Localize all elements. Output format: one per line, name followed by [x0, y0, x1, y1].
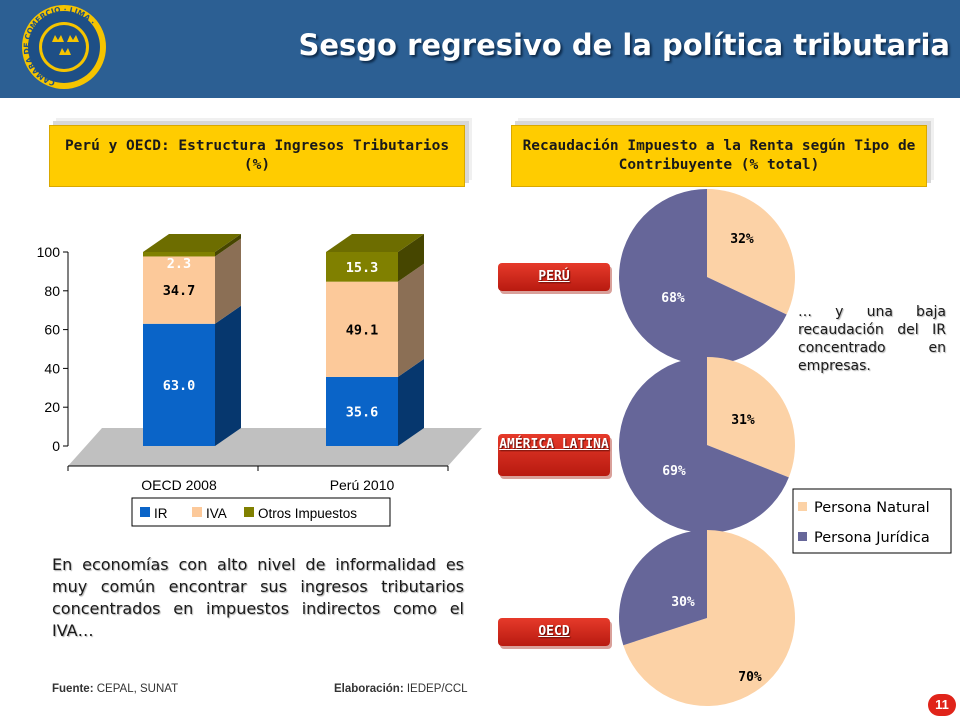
pie-slice-persona-jurídica [619, 357, 789, 533]
bar-ir-front [143, 323, 215, 446]
legend-swatch [244, 507, 254, 517]
elaboration-value: IEDEP/CCL [406, 683, 468, 695]
y-tick-label: 40 [44, 360, 60, 376]
bar-otros-impuestos-side [398, 234, 424, 282]
data-label: 15.3 [346, 260, 379, 276]
pie-legend: Persona Natural Persona Jurídica [792, 488, 952, 554]
bar-chart-title: Perú y OECD: Estructura Ingresos Tributa… [49, 125, 465, 187]
x-tick-label: OECD 2008 [141, 477, 217, 493]
pie-legend-swatch [798, 502, 807, 511]
y-tick-label: 80 [44, 283, 60, 299]
bar-otros-impuestos-front [326, 252, 398, 282]
pie-legend-label: Persona Jurídica [814, 530, 930, 546]
source-note: Fuente: CEPAL, SUNAT [52, 683, 178, 695]
main-note: En economías con alto nivel de informali… [52, 555, 464, 640]
slide-header: CAMARA DE COMERCIO · LIMA · Sesgo regres… [0, 0, 960, 98]
pie-data-label: 30% [671, 595, 695, 610]
bar-legend: IR IVA Otros Impuestos [131, 497, 391, 527]
aside-note: … y una baja recaudación del IR concentr… [798, 304, 946, 374]
pie-data-label: 32% [730, 232, 754, 247]
pie-slice-persona-natural [707, 357, 795, 478]
pie-chart-title: Recaudación Impuesto a la Renta según Ti… [511, 125, 927, 187]
source-label: Fuente: [52, 683, 94, 695]
legend-label: Otros Impuestos [258, 506, 357, 521]
crowns-icon [52, 35, 79, 55]
bar-ir-side [398, 358, 424, 446]
elaboration-label: Elaboración: [334, 683, 404, 695]
legend-frame [131, 497, 391, 527]
legend-label: IR [154, 506, 168, 521]
pie-charts: 32% 68% 31% 69% 70% 30% [619, 189, 795, 706]
page-title: Sesgo regresivo de la política tributari… [298, 28, 950, 62]
y-tick-label: 60 [44, 322, 60, 338]
pie-legend-label: Persona Natural [814, 500, 930, 516]
pie-slice-persona-natural [707, 189, 795, 315]
bar-iva-side [398, 263, 424, 377]
pie-slice-persona-natural [623, 530, 795, 706]
data-label: 35.6 [346, 404, 379, 420]
data-label: 49.1 [346, 322, 379, 338]
bar-ir-side [215, 305, 241, 446]
region-tag-america-latina: AMÉRICA LATINA [498, 434, 610, 476]
y-tick-label: 0 [52, 438, 60, 454]
pie-legend-frame [792, 488, 952, 554]
bar-otros-impuestos-front [143, 252, 215, 257]
region-tag-oecd: OECD [498, 618, 610, 646]
x-tick-label: Perú 2010 [330, 477, 395, 493]
bar-ir-front [326, 376, 398, 446]
bar-otros-impuestos-top [143, 234, 241, 252]
y-tick-label: 100 [37, 244, 61, 260]
bar-iva-front [326, 281, 398, 377]
data-label: 63.0 [163, 378, 196, 394]
data-label: 34.7 [163, 283, 196, 299]
source-value: CEPAL, SUNAT [96, 683, 179, 695]
pie-slice-persona-jurídica [619, 189, 787, 365]
legend-swatch [192, 507, 202, 517]
page-number-badge: 11 [928, 694, 956, 716]
pie-legend-swatch [798, 532, 807, 541]
elaboration-note: Elaboración: IEDEP/CCL [334, 683, 468, 695]
pie-data-label: 69% [662, 464, 686, 479]
bar-iva-side [215, 238, 241, 324]
legend-swatch [140, 507, 150, 517]
pie-data-label: 31% [731, 413, 755, 428]
bar-chart: 0 20 40 60 80 100 63.0 34.7 2.3 OECD 2008 35.6 49.1… [37, 234, 482, 527]
y-tick-label: 20 [44, 399, 60, 415]
data-label: 2.3 [167, 256, 191, 272]
legend-label: IVA [206, 506, 227, 521]
bar-otros-impuestos-side [215, 234, 241, 257]
pie-slice-persona-jurídica [619, 530, 707, 646]
bar-iva-front [143, 256, 215, 324]
region-tag-peru: PERÚ [498, 263, 610, 291]
bar-otros-impuestos-top [326, 234, 424, 252]
chart-floor [68, 428, 482, 466]
pie-data-label: 68% [661, 291, 685, 306]
pie-data-label: 70% [738, 670, 762, 685]
chamber-of-commerce-logo: CAMARA DE COMERCIO · LIMA · [22, 5, 106, 89]
